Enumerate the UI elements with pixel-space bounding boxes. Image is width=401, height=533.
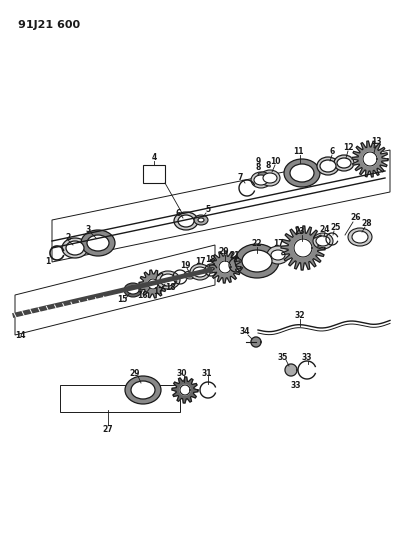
Bar [143,165,165,183]
Ellipse shape [337,158,351,168]
Text: 28: 28 [362,220,372,229]
Ellipse shape [160,274,176,286]
Text: 1: 1 [45,257,51,266]
Ellipse shape [174,212,198,230]
Polygon shape [148,279,158,289]
Text: 3: 3 [85,225,91,235]
Polygon shape [139,270,167,298]
Text: 15: 15 [117,295,127,304]
Text: 24: 24 [320,224,330,233]
Text: 19: 19 [180,261,190,270]
Ellipse shape [190,264,210,280]
Ellipse shape [242,250,272,272]
Ellipse shape [184,271,196,279]
Text: 20: 20 [219,247,229,256]
Ellipse shape [156,271,180,289]
Ellipse shape [320,160,336,172]
Ellipse shape [81,230,115,256]
Text: 25: 25 [331,223,341,232]
Polygon shape [352,141,388,177]
Polygon shape [251,337,261,347]
Text: 6: 6 [329,148,334,157]
Text: 35: 35 [278,352,288,361]
Ellipse shape [258,172,268,178]
Ellipse shape [235,244,279,278]
Text: 27: 27 [103,425,113,434]
Text: 7: 7 [237,173,243,182]
Text: 18: 18 [165,284,175,293]
Ellipse shape [263,173,277,183]
Text: 33: 33 [291,381,301,390]
Text: 4: 4 [151,154,157,163]
Ellipse shape [267,246,289,264]
Polygon shape [281,226,325,270]
Ellipse shape [125,376,161,404]
Text: 14: 14 [15,330,25,340]
Ellipse shape [260,170,280,186]
Polygon shape [172,377,198,403]
Ellipse shape [251,172,271,188]
Text: 30: 30 [177,368,187,377]
Ellipse shape [187,273,193,277]
Text: 34: 34 [240,327,250,336]
Ellipse shape [62,238,88,258]
Text: 10: 10 [270,157,280,166]
Text: 32: 32 [295,311,305,320]
Text: 2: 2 [65,232,71,241]
Text: 18: 18 [205,255,215,264]
Ellipse shape [271,250,285,260]
Text: 22: 22 [252,239,262,248]
Polygon shape [219,261,231,273]
Ellipse shape [290,164,314,182]
Text: 5: 5 [205,206,211,214]
Ellipse shape [131,381,155,399]
Text: 13: 13 [371,138,381,147]
Text: 91J21 600: 91J21 600 [18,20,80,30]
Ellipse shape [317,157,339,175]
Text: 8: 8 [265,160,271,169]
Ellipse shape [334,155,354,171]
Text: 21: 21 [230,251,240,260]
Ellipse shape [124,283,142,297]
Polygon shape [285,364,297,376]
Text: 29: 29 [130,368,140,377]
Ellipse shape [127,286,139,294]
Polygon shape [209,251,241,283]
Ellipse shape [198,218,204,222]
Ellipse shape [178,215,194,227]
Ellipse shape [348,228,372,246]
Ellipse shape [193,267,207,277]
Text: 17: 17 [195,257,205,266]
Polygon shape [180,385,190,395]
Ellipse shape [194,215,208,225]
Text: 17: 17 [153,287,163,295]
Ellipse shape [66,241,84,255]
Text: 23: 23 [295,228,305,237]
Text: 8: 8 [255,163,261,172]
Ellipse shape [313,233,333,249]
Text: 17: 17 [273,238,284,247]
Ellipse shape [316,236,330,246]
Polygon shape [363,152,377,166]
Text: 11: 11 [293,148,303,157]
Text: 31: 31 [202,368,212,377]
Text: 16: 16 [137,290,147,300]
Text: 26: 26 [351,214,361,222]
Ellipse shape [254,175,268,185]
Text: 9: 9 [255,157,261,166]
Text: 33: 33 [302,353,312,362]
Ellipse shape [284,159,320,187]
Ellipse shape [352,231,368,243]
Polygon shape [294,239,312,257]
Ellipse shape [87,235,109,251]
Text: 6: 6 [175,208,180,217]
Text: 12: 12 [343,143,353,152]
